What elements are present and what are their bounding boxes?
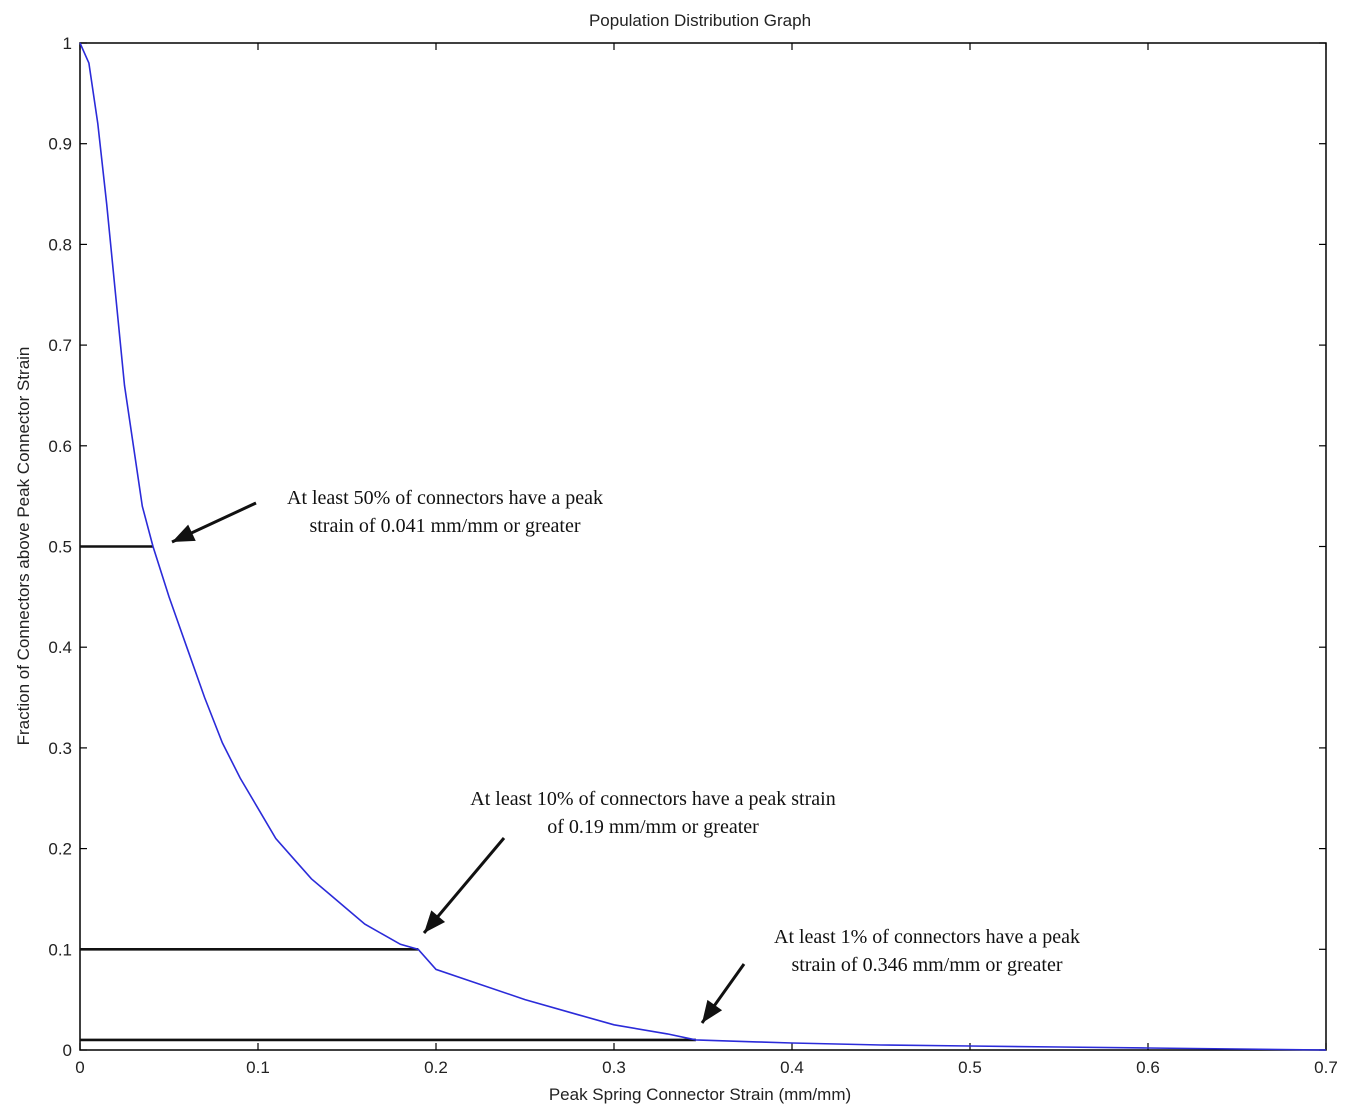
annotations: At least 50% of connectors have a peak st… — [171, 487, 1080, 1024]
y-axis-ticks: 0 0.1 0.2 0.3 0.4 0.5 0.6 0.7 0.8 0.9 1 — [48, 34, 1326, 1060]
annotation-arrow-head — [702, 999, 723, 1023]
x-tick-label: 0.4 — [780, 1058, 804, 1077]
plot-frame — [79, 42, 1327, 1051]
annotation-arrow-head — [424, 910, 446, 933]
annotation-text: At least 10% of connectors have a peak s… — [470, 788, 835, 838]
annotation-text: At least 50% of connectors have a peak st… — [287, 487, 603, 537]
x-tick-label: 0.5 — [958, 1058, 982, 1077]
y-tick-label: 0.7 — [48, 336, 72, 355]
y-tick-label: 0.3 — [48, 739, 72, 758]
series-line — [79, 42, 1327, 1051]
y-tick-label: 0.8 — [48, 235, 72, 254]
annotation-text: At least 1% of connectors have a peak str… — [774, 926, 1080, 976]
y-tick-label: 0.2 — [48, 840, 72, 859]
x-tick-label: 0.2 — [424, 1058, 448, 1077]
x-tick-label: 0.1 — [246, 1058, 270, 1077]
x-tick-label: 0 — [75, 1058, 84, 1077]
chart-title: Population Distribution Graph — [589, 11, 811, 30]
x-axis-label: Peak Spring Connector Strain (mm/mm) — [549, 1085, 851, 1104]
y-tick-label: 0.6 — [48, 437, 72, 456]
y-axis-label: Fraction of Connectors above Peak Connec… — [14, 347, 33, 746]
x-tick-label: 0.3 — [602, 1058, 626, 1077]
y-tick-label: 0.5 — [48, 538, 72, 557]
y-tick-label: 0 — [63, 1041, 72, 1060]
y-tick-label: 0.4 — [48, 638, 72, 657]
y-tick-label: 1 — [63, 34, 72, 53]
y-tick-label: 0.1 — [48, 940, 72, 959]
x-tick-label: 0.6 — [1136, 1058, 1160, 1077]
annotation-arrow-head — [172, 524, 196, 542]
reference-lines — [80, 545, 696, 1042]
x-tick-label: 0.7 — [1314, 1058, 1338, 1077]
x-axis-ticks: 0 0.1 0.2 0.3 0.4 0.5 0.6 0.7 — [75, 43, 1338, 1077]
y-tick-label: 0.9 — [48, 135, 72, 154]
